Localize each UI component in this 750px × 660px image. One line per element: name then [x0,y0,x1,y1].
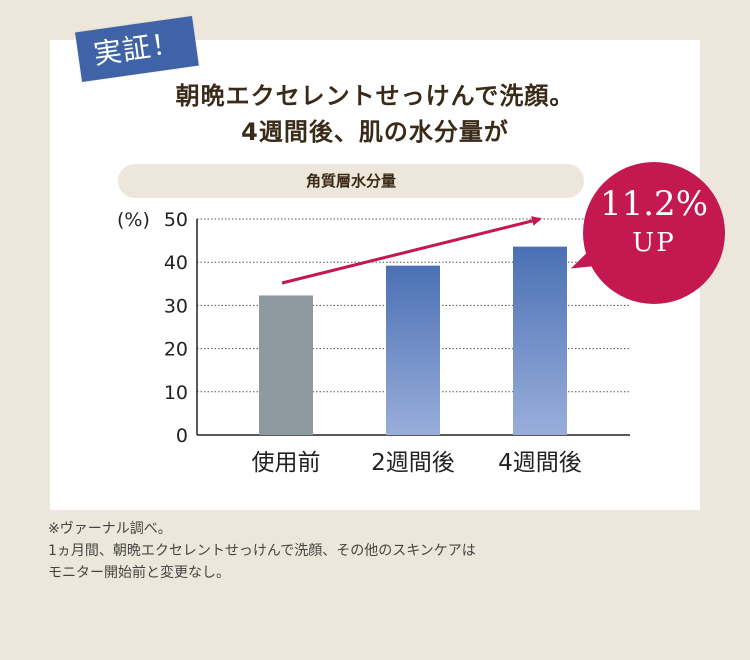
chart-card [50,40,700,510]
bar-1 [259,295,313,435]
x-category-label: 2週間後 [371,450,455,476]
y-tick-label: 40 [164,252,188,274]
badge-circle [583,162,725,304]
y-tick-label: 10 [164,382,188,404]
headline-line-2: 4週間後、肌の水分量が [241,118,509,146]
increase-arrow [281,216,542,285]
x-category-label: 使用前 [252,450,321,476]
y-tick-label: 30 [164,295,188,317]
bar-2 [386,265,440,435]
footnote-line: ※ヴァーナル調べ。 [48,521,172,537]
chart-title: 角質層水分量 [118,164,584,198]
bar-3 [513,246,567,435]
headline-line-1: 朝晩エクセレントせっけんで洗顔。 [175,82,575,110]
badge-label: UP [632,228,676,258]
y-tick-label: 20 [164,339,188,361]
x-category-label: 4週間後 [498,450,582,476]
badge-value: 11.2% [599,184,708,224]
footnote-line: 1ヵ月間、朝晩エクセレントせっけんで洗顔、その他のスキンケアは [48,543,476,559]
footnote-line: モニター開始前と変更なし。 [48,565,230,581]
y-tick-label: 50 [164,209,188,231]
increase-badge: 11.2% UP [564,162,725,304]
y-tick-label: 0 [176,425,188,447]
footnotes: ※ヴァーナル調べ。 1ヵ月間、朝晩エクセレントせっけんで洗顔、その他のスキンケア… [48,518,476,584]
y-axis-unit: (%) [117,209,150,231]
